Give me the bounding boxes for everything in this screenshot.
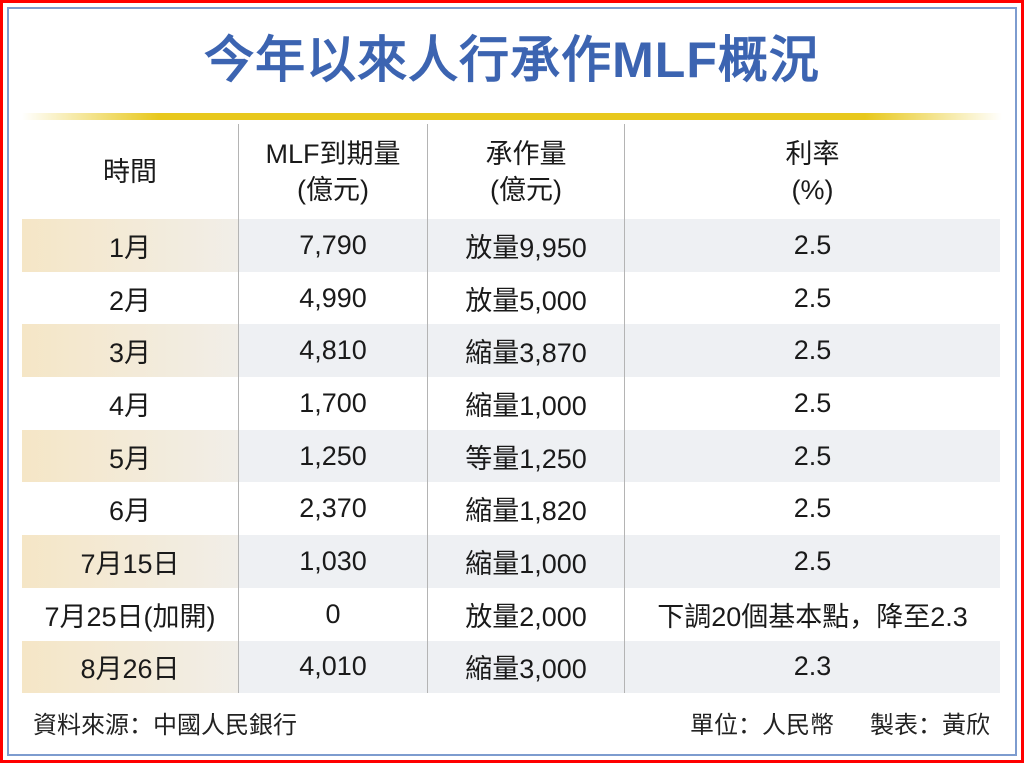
cell-time: 4月 — [108, 390, 152, 421]
table-row: 7月15日 1,030 縮量1,000 2.5 — [22, 535, 1000, 588]
table-row: 6月 2,370 縮量1,820 2.5 — [22, 482, 1000, 536]
source-note: 資料來源：中國人民銀行 — [33, 712, 297, 739]
cell-operation: 縮量3,870 — [427, 324, 624, 378]
cell-operation: 放量2,000 — [427, 587, 624, 641]
table-row: 2月 4,990 放量5,000 2.5 — [22, 271, 1000, 325]
cell-operation: 等量1,250 — [427, 429, 624, 483]
cell-time: 7月15日 — [22, 535, 238, 588]
cell-operation: 縮量3,000 — [427, 640, 624, 694]
title-divider-bar — [22, 113, 1002, 120]
cell-time: 3月 — [22, 324, 238, 378]
header-time: 時間 — [22, 124, 238, 219]
cell-maturity: 4,010 — [238, 640, 427, 694]
cell-time: 1月 — [22, 219, 238, 272]
header-rate-label: 利率 — [785, 138, 840, 169]
cell-maturity: 4,810 — [238, 324, 427, 378]
header-maturity-label: MLF到期量 — [265, 138, 401, 169]
cell-rate: 2.5 — [624, 482, 1000, 536]
cell-maturity: 7,790 — [238, 219, 427, 272]
table-row: 3月 4,810 縮量3,870 2.5 — [22, 324, 1000, 378]
cell-operation: 放量9,950 — [427, 219, 624, 272]
cell-rate: 2.5 — [624, 219, 1000, 272]
cell-rate: 2.5 — [624, 324, 1000, 378]
cell-rate: 下調20個基本點，降至2.3 — [624, 587, 1000, 641]
cell-rate: 2.5 — [624, 377, 1000, 430]
table-row: 8月26日 4,010 縮量3,000 2.3 — [22, 640, 1000, 694]
cell-operation: 放量5,000 — [427, 271, 624, 325]
cell-operation: 縮量1,820 — [427, 482, 624, 536]
header-time-label: 時間 — [103, 156, 157, 187]
cell-time: 5月 — [22, 429, 238, 483]
cell-rate: 2.5 — [624, 271, 1000, 325]
cell-rate: 2.5 — [624, 535, 1000, 588]
cell-time: 6月 — [108, 496, 152, 527]
cell-rate: 2.3 — [624, 640, 1000, 694]
header-maturity-unit: (億元) — [297, 174, 369, 205]
cell-time: 2月 — [108, 285, 152, 316]
credits: 單位：人民幣 製表：黃欣 — [690, 705, 990, 740]
inner-frame — [7, 7, 1017, 756]
table-header-row: 時間 MLF到期量 (億元) 承作量 (億元) 利率 (%) — [22, 124, 1000, 219]
header-rate-unit: (%) — [791, 174, 834, 205]
table-row: 4月 1,700 縮量1,000 2.5 — [22, 377, 1000, 430]
header-maturity: MLF到期量 (億元) — [238, 124, 427, 219]
unit-note: 單位：人民幣 — [690, 712, 834, 739]
cell-operation: 縮量1,000 — [427, 377, 624, 430]
cell-rate: 2.5 — [624, 429, 1000, 483]
cell-maturity: 0 — [238, 587, 427, 641]
cell-maturity: 1,700 — [238, 377, 427, 430]
cell-maturity: 1,250 — [238, 429, 427, 483]
cell-maturity: 2,370 — [238, 482, 427, 536]
header-rate: 利率 (%) — [624, 124, 1000, 219]
table-row: 1月 7,790 放量9,950 2.5 — [22, 219, 1000, 272]
cell-maturity: 1,030 — [238, 535, 427, 588]
table-row: 7月25日(加開) 0 放量2,000 下調20個基本點，降至2.3 — [22, 587, 1000, 641]
cell-time: 7月25日(加開) — [44, 601, 216, 632]
mlf-table: 時間 MLF到期量 (億元) 承作量 (億元) 利率 (%) 1月 7,790 … — [22, 124, 1000, 694]
table-row: 5月 1,250 等量1,250 2.5 — [22, 429, 1000, 483]
page-title: 今年以來人行承作MLF概況 — [204, 32, 820, 88]
header-operation-unit: (億元) — [490, 174, 562, 205]
header-operation: 承作量 (億元) — [427, 124, 624, 219]
cell-time: 8月26日 — [22, 640, 238, 694]
cell-operation: 縮量1,000 — [427, 535, 624, 588]
cell-maturity: 4,990 — [238, 271, 427, 325]
author-note: 製表：黃欣 — [870, 712, 990, 739]
header-operation-label: 承作量 — [485, 138, 567, 169]
